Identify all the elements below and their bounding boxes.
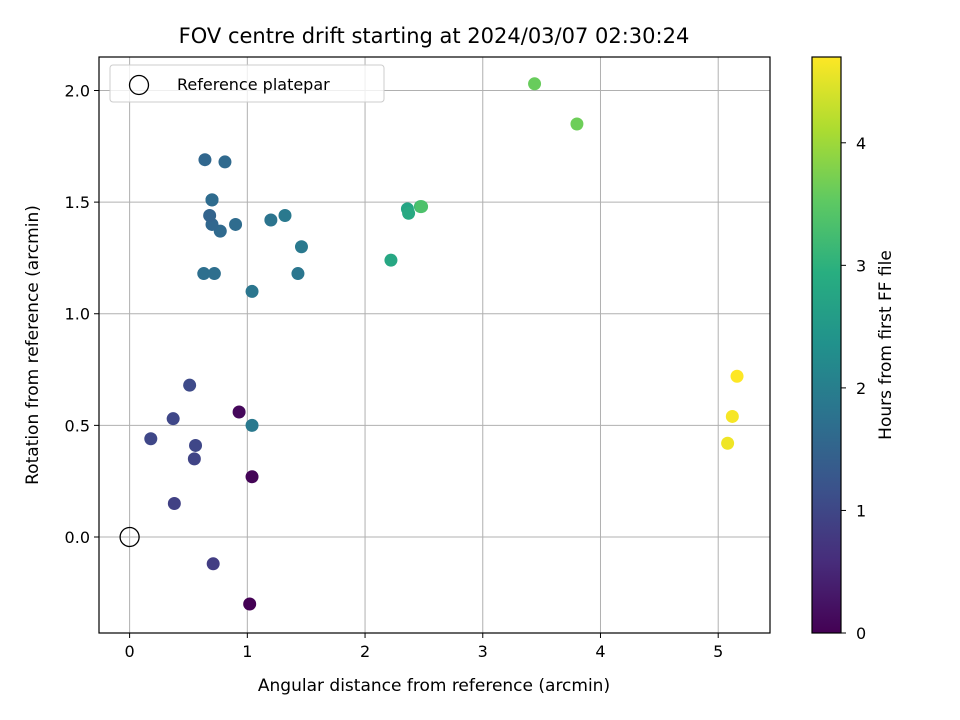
data-point	[384, 253, 398, 267]
legend-reference-marker	[128, 74, 150, 96]
colorbar: 0 1 2 3 4 Hours from first FF file	[811, 56, 896, 643]
data-point	[229, 217, 243, 231]
y-axis-label: Rotation from reference (arcmin)	[23, 205, 43, 485]
data-point	[207, 267, 221, 281]
data-point	[570, 117, 584, 131]
data-point	[721, 436, 735, 450]
plot-area	[99, 57, 770, 633]
colorbar-frame	[811, 56, 842, 634]
reference-point-marker	[119, 526, 140, 548]
data-point	[187, 452, 201, 466]
chart-title: FOV centre drift starting at 2024/03/07 …	[179, 24, 690, 48]
data-point	[218, 155, 232, 169]
colorbar-tick-label: 2	[856, 379, 866, 398]
colorbar-ticks: 0 1 2 3 4	[841, 134, 866, 643]
data-point	[197, 267, 211, 281]
data-point	[189, 438, 203, 452]
data-point	[183, 378, 197, 392]
data-point	[278, 209, 292, 223]
y-tick-label: 1.0	[65, 305, 90, 324]
data-point	[245, 284, 259, 298]
data-points	[144, 77, 744, 611]
x-tick-label: 3	[478, 642, 488, 661]
data-point	[203, 209, 217, 223]
data-point	[291, 267, 305, 281]
data-point	[243, 597, 257, 611]
data-point	[232, 405, 246, 419]
colorbar-label: Hours from first FF file	[876, 250, 896, 440]
data-point	[402, 206, 416, 220]
data-point	[144, 432, 158, 446]
colorbar-tick-label: 0	[856, 624, 866, 643]
legend: Reference platepar	[109, 64, 385, 103]
legend-box	[109, 64, 385, 103]
data-point	[198, 153, 212, 167]
data-point	[205, 193, 219, 207]
legend-entry-reference: Reference platepar	[177, 75, 330, 94]
data-point	[166, 412, 180, 426]
x-tick-label: 5	[713, 642, 723, 661]
axes-frame	[98, 56, 771, 634]
x-axis-label: Angular distance from reference (arcmin)	[258, 676, 610, 696]
colorbar-tick-label: 1	[856, 501, 866, 520]
data-point	[264, 213, 278, 227]
data-point	[245, 470, 259, 484]
data-point	[528, 77, 542, 91]
data-point	[725, 409, 739, 423]
x-tick-label: 2	[360, 642, 370, 661]
data-point	[415, 200, 429, 214]
x-tick-label: 4	[595, 642, 605, 661]
x-tick-label: 0	[125, 642, 135, 661]
data-point	[730, 369, 744, 383]
data-point	[245, 418, 259, 432]
colorbar-tick-label: 3	[856, 256, 866, 275]
y-tick-label: 1.5	[65, 193, 90, 212]
reference-marker-layer	[119, 526, 140, 548]
y-tick-label: 2.0	[65, 81, 90, 100]
data-point	[167, 497, 181, 511]
x-ticks: 0 1 2 3 4 5	[125, 633, 723, 661]
y-ticks: 0.0 0.5 1.0 1.5 2.0	[65, 81, 99, 547]
data-point	[206, 557, 220, 571]
x-tick-label: 1	[242, 642, 252, 661]
colorbar-gradient	[812, 57, 841, 633]
y-tick-label: 0.5	[65, 416, 90, 435]
y-tick-label: 0.0	[65, 528, 90, 547]
colorbar-tick-label: 4	[856, 134, 866, 153]
data-point	[294, 240, 308, 254]
